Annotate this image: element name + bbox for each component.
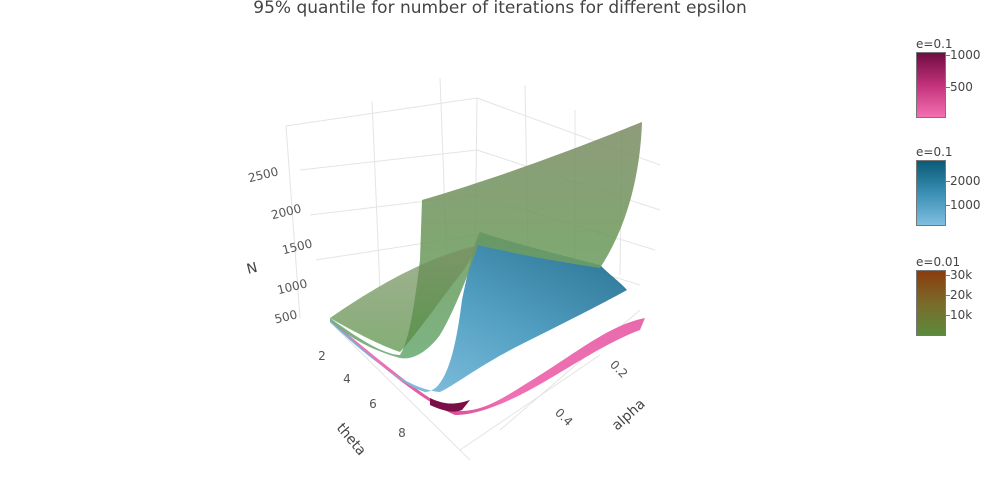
z-tick-label: 2000	[270, 201, 303, 222]
alpha-tick-label: 0.4	[552, 405, 575, 428]
colorbar-title: e=0.01	[916, 255, 961, 269]
grid-line	[329, 321, 471, 461]
colorbar-e01-pink: e=0.1 1000 500	[916, 36, 981, 118]
colorbar-e01-blue: e=0.1 2000 1000	[916, 144, 981, 226]
alpha-axis-title: alpha	[609, 396, 649, 434]
theta-axis: 2 4 6 8	[318, 349, 406, 440]
surface-e01-blue	[330, 232, 627, 392]
surfaces	[330, 122, 645, 415]
z-tick-label: 1500	[281, 236, 314, 257]
z-tick-label: 2500	[247, 164, 280, 185]
z-axis-title: N	[245, 260, 259, 278]
colorbar-gradient: 2000 1000	[916, 160, 981, 226]
z-tick-label: 1000	[276, 276, 309, 297]
alpha-tick-label: 0.2	[607, 357, 630, 380]
colorbar-tick: 10k	[945, 308, 973, 322]
colorbar-tick: 1000	[946, 198, 981, 212]
colorbar-gradient: 30k 20k 10k	[916, 269, 972, 336]
theta-tick-label: 2	[318, 349, 326, 363]
colorbar-title: e=0.1	[916, 145, 953, 159]
colorbar-tick: 500	[946, 80, 973, 94]
grid-line	[459, 354, 601, 451]
grid-line	[285, 97, 478, 127]
grid-line	[299, 149, 478, 171]
colorbar-tick: 20k	[945, 288, 973, 302]
theta-tick-label: 6	[369, 397, 377, 411]
theta-tick-label: 4	[343, 372, 351, 386]
chart-title: 95% quantile for number of iterations fo…	[253, 0, 747, 18]
colorbar-title: e=0.1	[916, 37, 953, 51]
colorbar-tick: 1000	[946, 48, 981, 62]
grid-line	[285, 125, 301, 319]
theta-tick-label: 8	[398, 426, 406, 440]
grid-line	[371, 100, 381, 291]
colorbar-e001-green: e=0.01 30k 20k 10k	[916, 254, 972, 336]
theta-axis-title: theta	[333, 420, 369, 459]
z-axis: 500 1000 1500 2000 2500	[247, 164, 314, 326]
colorbar-gradient: 1000 500	[916, 49, 981, 118]
surface-e001-green-valley	[330, 245, 478, 352]
surface-e01-pink-edge	[430, 398, 470, 412]
colorbar-tick: 2000	[946, 174, 981, 188]
surface-e001-green	[330, 122, 642, 359]
colorbar-tick: 30k	[945, 268, 973, 282]
z-tick-label: 500	[273, 307, 299, 326]
